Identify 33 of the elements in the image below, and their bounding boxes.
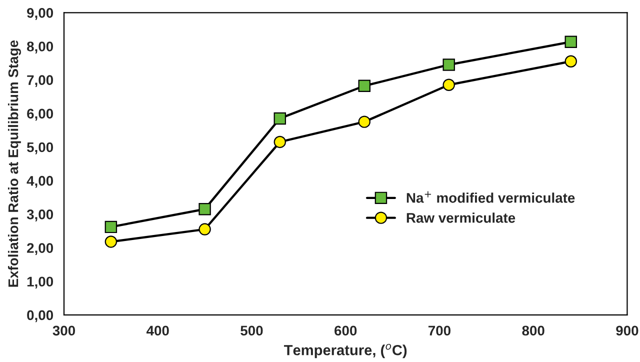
point	[564, 36, 577, 48]
point	[358, 80, 370, 92]
y-tick-label: 8,00	[26, 42, 54, 54]
y-tick-label: 5,00	[26, 142, 54, 154]
y-tick-label: 3,00	[26, 210, 54, 222]
point	[104, 236, 118, 248]
y-tick-label: 7,00	[27, 75, 54, 88]
legend-label: Raw vermiculate	[406, 212, 516, 223]
x-axis-title: Temperature, ($^{o}$C)	[284, 344, 407, 358]
y-axis-title: Exfoliation Ratio at Equilibrium Stage	[8, 40, 21, 287]
point	[274, 136, 286, 148]
point	[442, 78, 455, 91]
x-tick-label: 500	[240, 326, 263, 336]
x-tick-label: 300	[52, 326, 76, 336]
point	[358, 116, 370, 128]
point	[104, 220, 118, 234]
legend-label: Na$^{+}$ modified vermiculate	[406, 191, 575, 203]
point	[442, 58, 455, 71]
y-tick-label: 4,00	[26, 176, 54, 188]
x-tick-label: 800	[522, 326, 544, 336]
y-tick-label: 9,00	[27, 8, 54, 20]
x-tick-label: 900	[616, 326, 638, 336]
point	[198, 223, 211, 236]
y-tick-label: 0,00	[27, 310, 54, 322]
y-tick-label: 6,00	[27, 108, 54, 121]
point	[274, 112, 286, 125]
point	[564, 55, 577, 68]
y-tick-label: 2,00	[27, 243, 54, 255]
x-tick-label: 600	[334, 326, 357, 336]
x-tick-label: 700	[428, 326, 450, 336]
x-tick-label: 400	[146, 326, 169, 336]
point	[198, 203, 211, 216]
y-tick-label: 1,00	[27, 276, 54, 289]
